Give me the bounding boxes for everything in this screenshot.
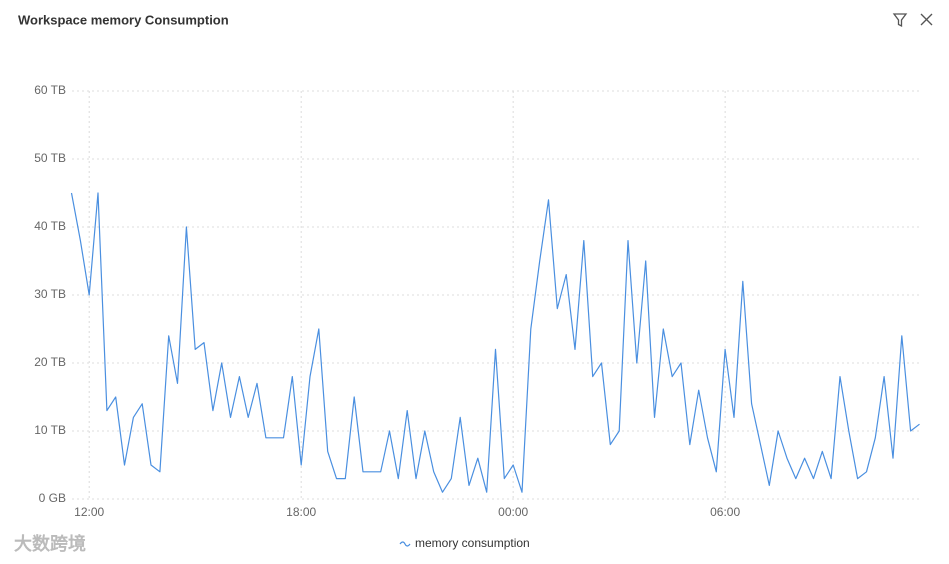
y-tick-label: 0 GB <box>39 491 66 505</box>
y-tick-label: 30 TB <box>34 287 66 301</box>
data-line <box>70 192 920 493</box>
y-tick-label: 60 TB <box>34 83 66 97</box>
close-icon[interactable] <box>920 13 933 26</box>
close-line[interactable] <box>920 13 933 26</box>
legend-label: memory consumption <box>415 536 530 550</box>
y-tick-label: 50 TB <box>34 151 66 165</box>
x-tick-label: 12:00 <box>74 505 104 519</box>
watermark: 大数跨境 <box>14 533 86 554</box>
filter-icon[interactable] <box>892 13 908 28</box>
filter-shape[interactable] <box>892 13 908 28</box>
x-tick-label: 18:00 <box>286 505 316 519</box>
legend-symbol <box>399 541 411 547</box>
chart-title: Workspace memory Consumption <box>18 12 229 27</box>
y-tick-label: 40 TB <box>34 219 66 233</box>
y-tick-label: 20 TB <box>34 355 66 369</box>
y-tick-label: 10 TB <box>34 423 66 437</box>
x-tick-label: 00:00 <box>498 505 528 519</box>
x-tick-label: 06:00 <box>710 505 740 519</box>
